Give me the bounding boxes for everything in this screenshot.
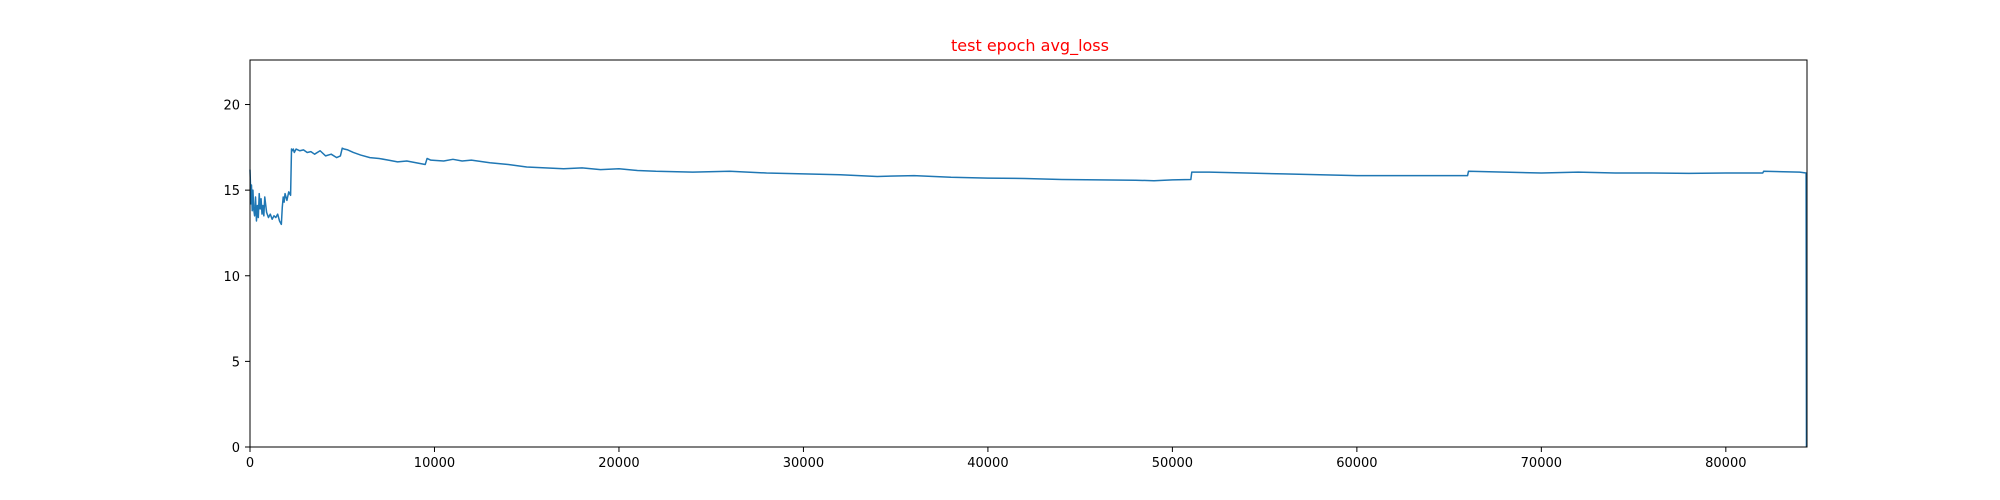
x-tick-label: 40000 bbox=[967, 456, 1008, 471]
x-tick-label: 0 bbox=[246, 456, 254, 471]
chart-title: test epoch avg_loss bbox=[951, 36, 1109, 56]
x-axis: 0 10000 20000 30000 40000 50000 60000 70000 8000… bbox=[246, 447, 1747, 471]
y-tick-label: 10 bbox=[223, 270, 240, 285]
y-tick-label: 20 bbox=[223, 99, 240, 114]
x-tick-label: 30000 bbox=[783, 456, 824, 471]
x-tick-label: 50000 bbox=[1152, 456, 1193, 471]
x-tick-label: 70000 bbox=[1521, 456, 1562, 471]
series-line-0 bbox=[249, 147, 1808, 448]
x-tick-label: 60000 bbox=[1336, 456, 1377, 471]
y-axis: 0 5 10 15 20 bbox=[223, 99, 250, 456]
y-tick-label: 0 bbox=[232, 441, 240, 456]
y-tick-label: 5 bbox=[232, 355, 240, 370]
x-tick-label: 10000 bbox=[414, 456, 455, 471]
x-tick-label: 80000 bbox=[1705, 456, 1746, 471]
plot-frame bbox=[249, 59, 1808, 448]
x-tick-label: 20000 bbox=[598, 456, 639, 471]
plot-area bbox=[249, 147, 1808, 448]
y-tick-label: 15 bbox=[223, 184, 240, 199]
